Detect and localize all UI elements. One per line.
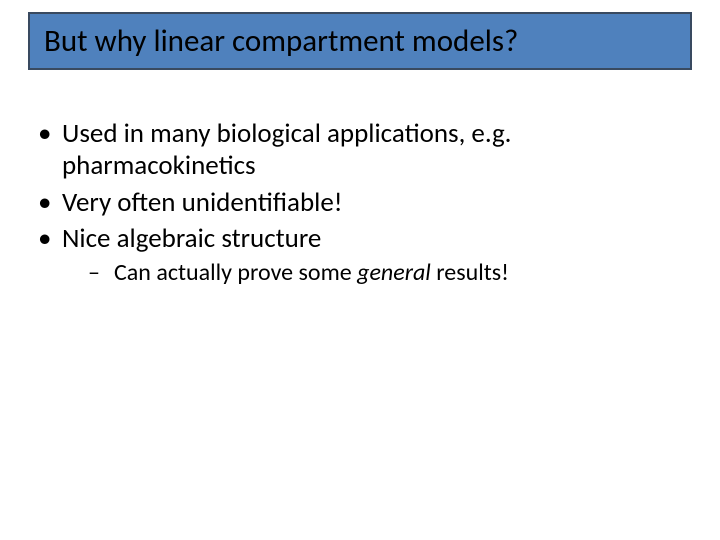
- bullet-text: Used in many biological applications, e.…: [62, 117, 512, 182]
- list-item: Nice algebraic structure Can actually pr…: [36, 223, 684, 287]
- bullet-text: Nice algebraic structure: [62, 222, 321, 255]
- sub-bullet-list: Can actually prove some general results!: [62, 258, 684, 288]
- list-item: Very often unidentifiable!: [36, 187, 684, 219]
- slide-title-box: But why linear compartment models?: [28, 12, 692, 70]
- sub-bullet-suffix: results!: [431, 258, 509, 287]
- sub-bullet-italic: general: [357, 258, 431, 287]
- slide-body: Used in many biological applications, e.…: [36, 118, 684, 292]
- slide-title: But why linear compartment models?: [44, 24, 518, 58]
- slide: But why linear compartment models? Used …: [0, 0, 720, 540]
- bullet-text: Very often unidentifiable!: [62, 186, 343, 219]
- list-item: Can actually prove some general results!: [62, 258, 684, 288]
- list-item: Used in many biological applications, e.…: [36, 118, 684, 183]
- bullet-list: Used in many biological applications, e.…: [36, 118, 684, 288]
- sub-bullet-prefix: Can actually prove some: [114, 258, 357, 287]
